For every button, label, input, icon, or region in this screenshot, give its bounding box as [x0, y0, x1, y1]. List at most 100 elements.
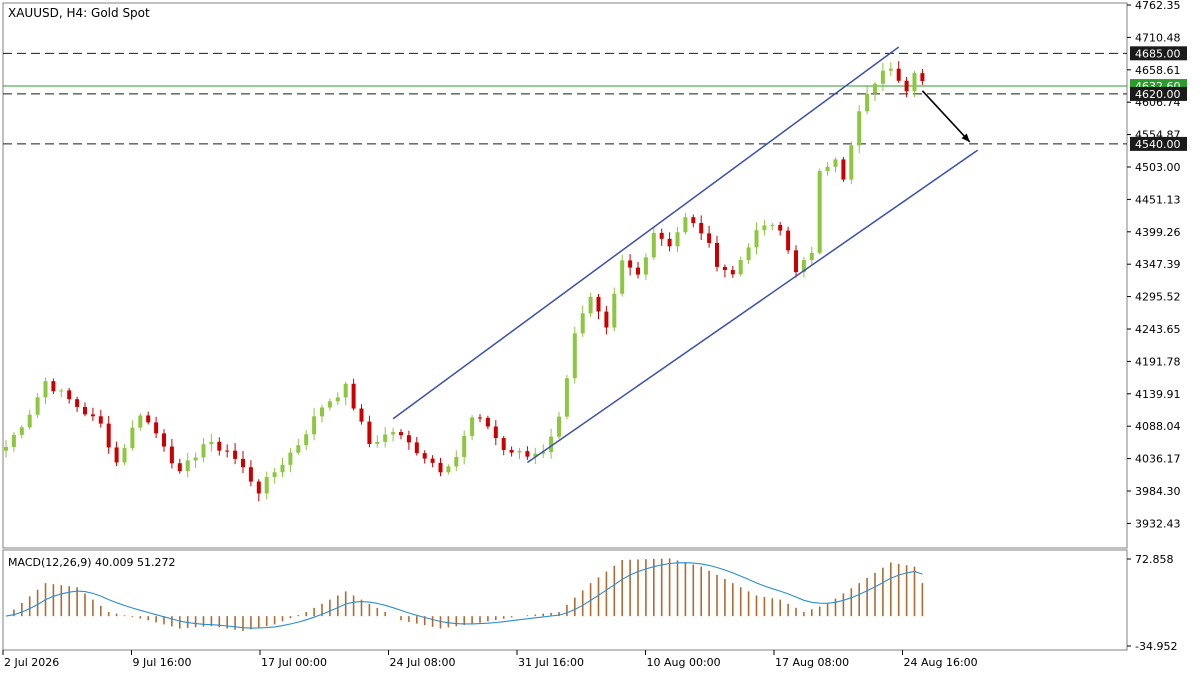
time-tick-label: 24 Jul 08:00	[390, 656, 456, 669]
time-tick-label: 10 Aug 00:00	[647, 656, 721, 669]
candle-bear	[98, 416, 103, 424]
level-tag-bg	[1130, 136, 1187, 151]
projection-arrow	[921, 90, 971, 143]
candle-bear	[794, 250, 798, 273]
price-tick-label: 4243.65	[1135, 323, 1181, 336]
candle-bull	[912, 73, 917, 92]
candle-bear	[596, 296, 601, 312]
price-pane-frame	[2, 2, 1128, 549]
candle-bull	[185, 460, 190, 472]
candle-bull	[43, 381, 48, 398]
candle-bear	[248, 467, 253, 482]
description-label: Gold Spot	[91, 6, 150, 20]
candle-bear	[51, 381, 56, 392]
candle-bull	[454, 456, 459, 467]
level-tag: 4540.00	[1135, 138, 1181, 151]
time-axis: 2 Jul 2026 9 Jul 16:00 17 Jul 00:00 24 Jul …	[2, 650, 978, 669]
candle-bull	[880, 70, 885, 84]
candle-bull	[612, 293, 617, 328]
candle-bull	[209, 441, 214, 445]
candle-bull	[296, 445, 301, 453]
candle-bear	[715, 242, 719, 267]
candle-bear	[659, 232, 664, 239]
candle-bull	[683, 217, 688, 233]
candle-bull	[280, 464, 285, 473]
candle-bear	[904, 80, 909, 92]
candle-bull	[533, 453, 538, 457]
candle-bull	[320, 407, 324, 417]
candle-bull	[4, 446, 8, 451]
candle-bull	[470, 417, 475, 436]
candle-bear	[106, 423, 111, 448]
candle-bear	[75, 399, 80, 408]
candle-bull	[651, 232, 656, 258]
macd-tick-label: 72.858	[1135, 553, 1174, 566]
price-tick-label: 4139.91	[1135, 388, 1181, 401]
candle-bear	[525, 451, 530, 457]
arrow-head	[961, 133, 970, 143]
price-tick-label: 3984.30	[1135, 485, 1181, 498]
candle-bull	[59, 390, 64, 392]
price-tick-label: 3932.43	[1135, 517, 1181, 530]
symbol-label: XAUUSD	[8, 6, 59, 20]
candle-bear	[414, 442, 419, 454]
candle-bull	[391, 432, 396, 435]
level-tag-bg	[1130, 46, 1187, 61]
candle-bull	[809, 252, 814, 261]
candle-bear	[233, 450, 238, 459]
candle-bear	[730, 270, 735, 275]
candle-bear	[722, 266, 727, 271]
candle-bear	[162, 433, 166, 447]
candle-bull	[549, 436, 554, 453]
candle-bull	[383, 434, 388, 442]
candle-bull	[541, 452, 546, 454]
time-tick-label: 24 Aug 16:00	[904, 656, 978, 669]
price-tick-label: 4399.26	[1135, 226, 1181, 239]
candle-bull	[588, 296, 593, 314]
candle-bear	[636, 267, 640, 275]
candle-bull	[754, 230, 759, 248]
candle-bear	[225, 450, 230, 452]
candle-bull	[19, 427, 24, 435]
candle-bull	[620, 260, 625, 294]
candle-bull	[462, 435, 467, 457]
macd-tick-label: -34.952	[1135, 640, 1177, 653]
price-axis: 4762.354710.484658.614606.744554.874503.…	[1127, 0, 1181, 530]
macd-signal-line	[5, 562, 923, 629]
candle-bull	[849, 145, 854, 180]
candle-bull	[35, 397, 40, 415]
candle-bull	[825, 166, 830, 171]
level-tag: 4685.00	[1135, 47, 1181, 60]
candle-bull	[27, 414, 32, 428]
candle-bear	[169, 446, 174, 464]
candle-bull	[557, 416, 561, 437]
candlestick-series	[4, 61, 925, 502]
candle-bear	[359, 408, 364, 422]
candle-bull	[312, 416, 317, 435]
candle-bull	[193, 457, 198, 461]
candle-bull	[304, 434, 309, 446]
candle-bear	[406, 435, 411, 443]
candle-bear	[604, 311, 609, 328]
candle-bear	[478, 417, 482, 419]
candle-bear	[841, 159, 846, 180]
candle-bull	[762, 225, 767, 231]
candle-bull	[817, 170, 822, 253]
chart-header: XAUUSD, H4: Gold Spot	[8, 6, 150, 20]
candle-bear	[367, 421, 372, 444]
candle-bear	[154, 422, 159, 434]
candle-bull	[738, 259, 743, 275]
candle-bull	[11, 434, 16, 447]
candle-bull	[865, 93, 870, 112]
timeframe-label: H4	[67, 6, 84, 20]
candle-bear	[896, 68, 901, 81]
time-tick-label: 17 Aug 08:00	[775, 656, 849, 669]
price-tick-label: 4036.17	[1135, 453, 1181, 466]
macd-axis: 72.858 -34.952	[1127, 553, 1177, 653]
candle-bull	[857, 111, 862, 146]
candle-bear	[217, 441, 222, 451]
price-tick-label: 4710.48	[1135, 31, 1181, 44]
candle-bear	[786, 230, 791, 251]
